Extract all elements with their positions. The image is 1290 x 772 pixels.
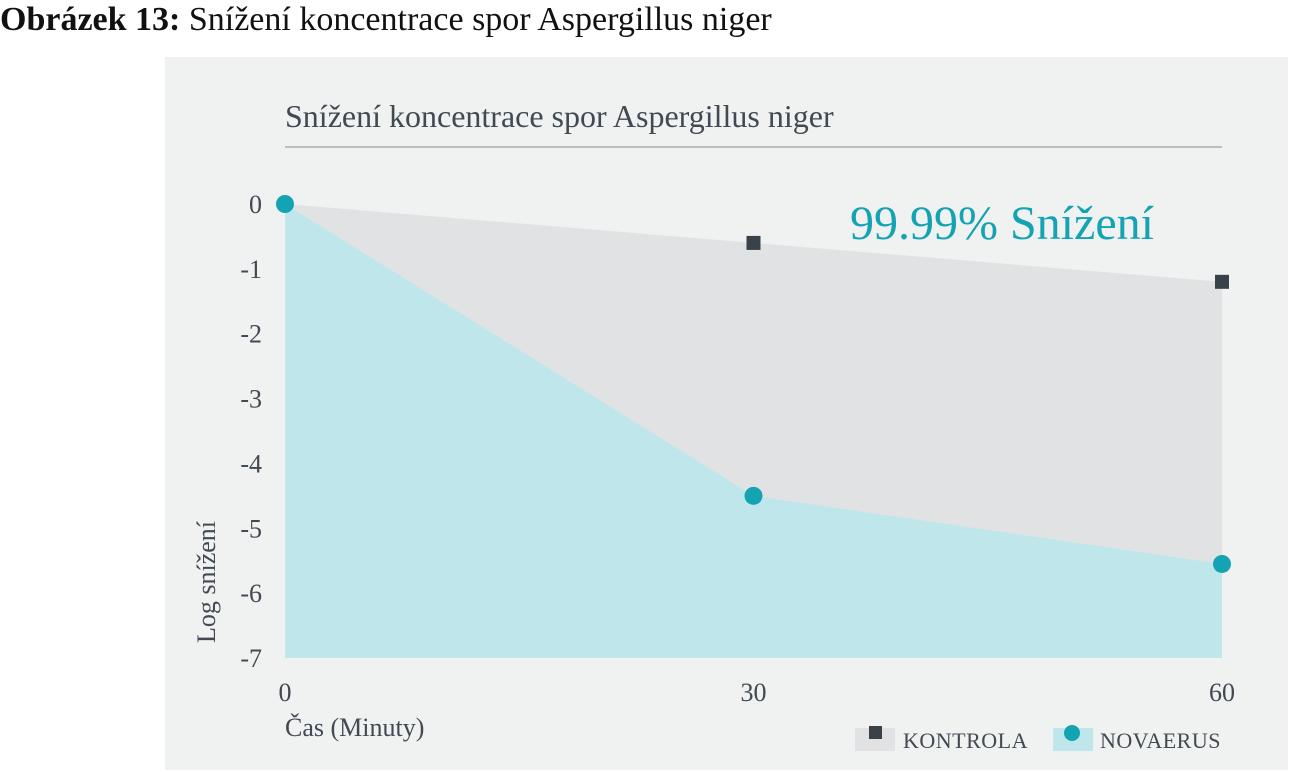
area-layer — [285, 204, 1222, 658]
figure-caption-label: Obrázek 13: — [0, 1, 181, 38]
x-axis-label: Čas (Minuty) — [285, 713, 424, 742]
x-tick-label: 30 — [741, 678, 767, 707]
legend-label-1: NOVAERUS — [1100, 728, 1221, 753]
chart-title: Snížení koncentrace spor Aspergillus nig… — [285, 98, 834, 134]
y-tick-label: -1 — [240, 255, 262, 284]
y-axis-label: Log snížení — [192, 521, 221, 643]
chart-svg: Snížení koncentrace spor Aspergillus nig… — [192, 98, 1236, 753]
chart-panel: Snížení koncentrace spor Aspergillus nig… — [165, 57, 1288, 770]
data-point-circle — [276, 195, 294, 213]
y-tick-labels: 0 -1 -2 -3 -4 -5 -6 -7 — [240, 190, 262, 673]
marker-layer — [276, 195, 1231, 573]
legend-swatch-0 — [855, 728, 895, 751]
figure-caption-text: Snížení koncentrace spor Aspergillus nig… — [188, 1, 772, 38]
y-tick-label: 0 — [249, 190, 262, 219]
legend: KONTROLA NOVAERUS — [855, 725, 1221, 753]
figure-caption: Obrázek 13: Snížení koncentrace spor Asp… — [0, 0, 772, 40]
reduction-annotation: 99.99% Snížení — [850, 197, 1154, 250]
y-tick-label: -2 — [240, 320, 262, 349]
y-tick-label: -5 — [240, 514, 262, 543]
legend-marker-square — [869, 726, 882, 739]
legend-marker-circle — [1064, 725, 1080, 741]
data-point-square — [746, 235, 761, 250]
data-point-circle — [1213, 554, 1231, 573]
area-series-1 — [285, 204, 1222, 658]
x-tick-label: 60 — [1209, 678, 1235, 707]
y-tick-label: -7 — [240, 644, 262, 673]
y-tick-label: -4 — [240, 449, 262, 478]
y-tick-label: -3 — [240, 385, 262, 414]
x-tick-label: 0 — [279, 678, 292, 707]
x-tick-labels: 0 30 60 — [279, 678, 1236, 707]
y-tick-label: -6 — [240, 579, 262, 608]
data-point-square — [1215, 274, 1229, 289]
legend-label-0: KONTROLA — [903, 728, 1028, 753]
data-point-circle — [744, 486, 763, 505]
